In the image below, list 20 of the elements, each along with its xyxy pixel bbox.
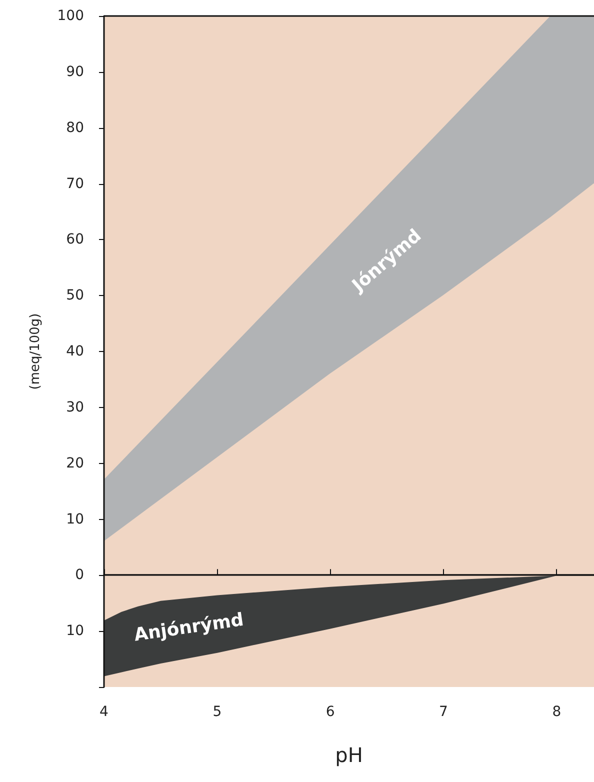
y-tick-label: 60 — [66, 232, 84, 248]
y-tick-label: 40 — [66, 344, 84, 360]
x-tick-label: 6 — [326, 704, 335, 720]
y-tick-label: 80 — [66, 120, 84, 136]
x-tick-label: 7 — [439, 704, 448, 720]
y-tick-label: 50 — [66, 288, 84, 304]
y-tick-label: 10 — [66, 511, 84, 528]
x-axis-title: pH — [335, 743, 363, 767]
y-tick-label: 0 — [75, 567, 84, 584]
y-tick-label: 30 — [66, 399, 84, 416]
y-tick-label: 90 — [66, 64, 84, 80]
y-axis-title: (meq/100g) — [28, 313, 43, 390]
x-tick-label: 5 — [212, 704, 222, 720]
y-tick-label: 20 — [66, 455, 84, 472]
x-tick-label: 4 — [100, 704, 109, 720]
y-tick-label: 70 — [66, 176, 84, 192]
x-tick-label: 8 — [552, 704, 562, 720]
y-tick-label: 10 — [66, 623, 84, 640]
series-label: Anjónrýmd — [132, 609, 245, 646]
y-tick-label: 100 — [57, 8, 84, 24]
